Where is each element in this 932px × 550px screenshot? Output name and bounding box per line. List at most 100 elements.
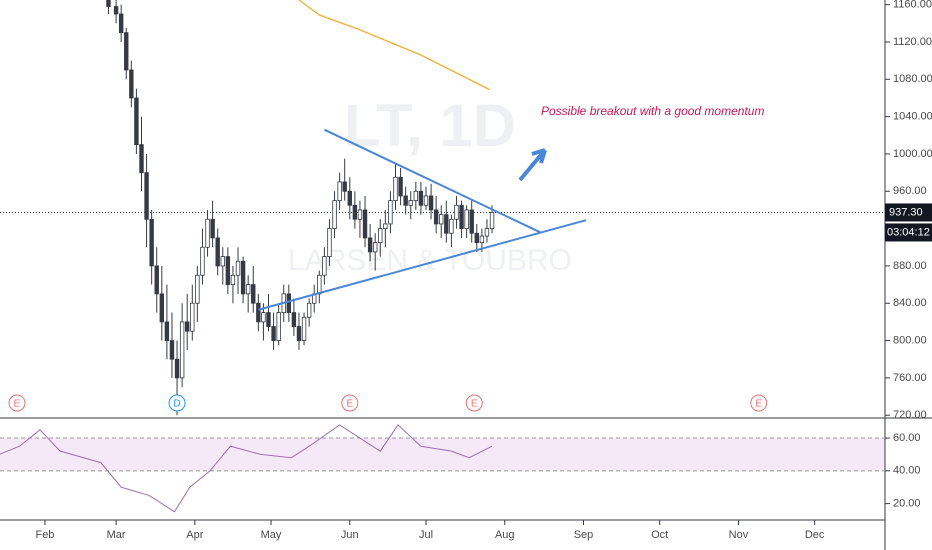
- event-marker: [168, 394, 186, 412]
- event-label: E: [346, 399, 353, 410]
- rsi-y-tick-label: 60.00: [893, 432, 921, 444]
- candle-body: [286, 293, 292, 313]
- candle-body: [210, 218, 215, 239]
- price-pane: [0, 0, 885, 416]
- event-label: E: [755, 399, 762, 410]
- x-tick-label: Jun: [341, 529, 359, 541]
- x-tick-label: Aug: [495, 529, 515, 541]
- candle-body: [306, 302, 312, 318]
- y-tick-label: 760.00: [893, 372, 927, 384]
- x-tick-label: Jul: [419, 529, 433, 541]
- candle-body: [276, 312, 281, 341]
- candle-body: [347, 190, 352, 206]
- candle-body: [489, 212, 495, 229]
- y-tick-label: 1080.00: [893, 73, 932, 85]
- event-marker: [465, 394, 483, 412]
- candle-body: [240, 260, 246, 295]
- candle-body: [200, 246, 205, 276]
- x-tick-label: May: [261, 529, 282, 541]
- arrow: [518, 148, 547, 182]
- candle-body: [118, 13, 124, 34]
- candle-body: [230, 274, 236, 285]
- candle-body: [332, 200, 337, 229]
- candle-body: [190, 302, 195, 332]
- y-tick-label: 1000.00: [893, 148, 932, 160]
- event-marker: [341, 394, 359, 412]
- candle-body: [337, 181, 342, 202]
- candle-body: [378, 228, 383, 243]
- candle-body: [256, 302, 261, 323]
- candle-body: [169, 340, 175, 360]
- candle-body: [403, 195, 408, 206]
- candle-body: [149, 218, 154, 267]
- y-tick-label: 1040.00: [893, 111, 932, 123]
- candle-body: [418, 190, 424, 206]
- candle-body: [106, 0, 111, 7]
- candle-body: [220, 256, 225, 267]
- candle-body: [454, 204, 459, 220]
- y-tick-label: 960.00: [893, 185, 927, 197]
- candle-body: [433, 209, 439, 225]
- y-tick-label: 1160.00: [893, 0, 932, 11]
- candle-body: [144, 172, 149, 220]
- candle-body: [474, 232, 479, 243]
- watermark: LT, 1D: [344, 92, 516, 159]
- candle-body: [464, 209, 469, 229]
- candle-body: [327, 228, 332, 257]
- candle-body: [159, 293, 165, 323]
- candle-body: [388, 200, 393, 225]
- y-tick-label: 840.00: [893, 297, 927, 309]
- candle-body: [398, 176, 403, 197]
- candle-body: [357, 209, 363, 220]
- candle-body: [372, 242, 378, 253]
- x-tick-label: Mar: [107, 529, 126, 541]
- candle-body: [301, 316, 307, 341]
- candle-body: [479, 235, 485, 243]
- candle-body: [154, 265, 159, 295]
- trendline: [258, 219, 587, 311]
- candle-body: [408, 200, 413, 206]
- rsi-band: [0, 438, 885, 471]
- candle-body: [266, 312, 271, 327]
- candle-body: [179, 321, 185, 379]
- candle-body: [195, 274, 200, 304]
- countdown-label: 03:04:12: [887, 226, 930, 238]
- countdown-tag: [885, 223, 932, 242]
- candle-body: [271, 326, 276, 341]
- candle-body: [439, 214, 444, 225]
- candle-body: [459, 204, 464, 229]
- trendline: [323, 128, 541, 234]
- x-tick-label: Oct: [651, 529, 668, 541]
- x-tick-label: Sep: [574, 529, 594, 541]
- candle-body: [413, 190, 419, 202]
- rsi-y-tick-label: 20.00: [893, 498, 921, 510]
- y-tick-label: 720.00: [893, 409, 927, 421]
- event-label: E: [14, 399, 21, 410]
- candle-body: [113, 6, 119, 15]
- rsi-y-tick-label: 40.00: [893, 465, 921, 477]
- rsi-line: [0, 424, 493, 513]
- candle-body: [342, 181, 347, 192]
- watermark-subtitle: LARSEN & TOUBRO: [288, 244, 572, 277]
- candle-body: [134, 97, 139, 146]
- candle-body: [352, 204, 358, 220]
- candle-body: [423, 195, 429, 206]
- event-marker: [750, 394, 768, 412]
- candle-body: [296, 326, 302, 341]
- candle-body: [174, 358, 180, 379]
- candle-body: [393, 176, 398, 202]
- y-tick-label: 880.00: [893, 260, 927, 272]
- annotation: Possible breakout with a good momentum: [541, 104, 764, 118]
- moving-average: [298, 0, 490, 91]
- event-marker: [8, 394, 26, 412]
- y-tick-label: 1120.00: [893, 36, 932, 48]
- candle-body: [251, 284, 256, 304]
- candle-body: [129, 69, 134, 99]
- candle-body: [449, 218, 454, 234]
- candle-body: [362, 209, 368, 239]
- candle-body: [291, 312, 297, 327]
- candle-body: [164, 321, 170, 341]
- candle-body: [124, 32, 129, 71]
- candle-body: [322, 256, 327, 276]
